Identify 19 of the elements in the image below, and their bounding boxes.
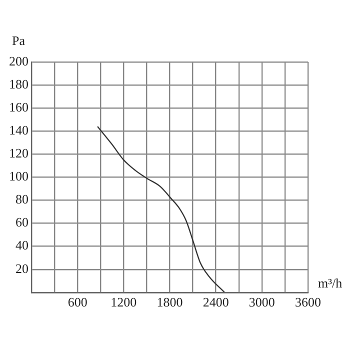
x-tick-label: 600 [68, 294, 88, 310]
y-tick-label: 120 [9, 146, 28, 161]
line-series [96, 126, 226, 292]
y-tick-label: 200 [9, 53, 28, 68]
y-tick-label: 180 [9, 76, 28, 92]
x-axis-title: m³/h [318, 275, 343, 290]
x-tick-label: 1800 [156, 294, 183, 310]
y-tick-label: 60 [16, 214, 28, 230]
y-tick-label: 40 [16, 238, 28, 253]
x-tick-label: 2400 [202, 294, 229, 310]
x-tick-label: 3600 [295, 294, 321, 310]
y-tick-label: 20 [16, 260, 28, 276]
x-tick-label: 3000 [248, 294, 275, 310]
y-tick-label: 140 [9, 122, 28, 138]
y-tick-label: 160 [9, 100, 28, 114]
y-tick-label: 100 [9, 168, 28, 184]
y-tick-label: 80 [16, 192, 28, 207]
y-axis-title: Pa [12, 32, 26, 48]
x-tick-label: 1200 [110, 294, 137, 310]
